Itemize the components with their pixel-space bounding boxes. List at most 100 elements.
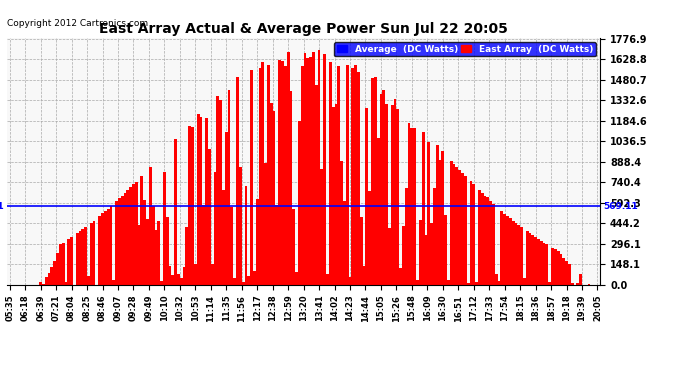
Bar — [309, 57, 312, 285]
Bar — [273, 111, 275, 285]
Bar — [233, 278, 236, 285]
Legend: Average  (DC Watts), East Array  (DC Watts): Average (DC Watts), East Array (DC Watts… — [334, 42, 595, 56]
Bar — [405, 188, 408, 285]
Bar — [141, 176, 144, 285]
Bar — [402, 226, 405, 285]
Bar — [497, 281, 500, 285]
Bar — [568, 264, 571, 285]
Bar — [214, 172, 217, 285]
Bar — [360, 217, 363, 285]
Bar — [419, 220, 422, 285]
Bar — [315, 85, 317, 285]
Bar — [436, 145, 439, 285]
Bar — [53, 261, 56, 285]
Bar — [199, 117, 202, 285]
Bar — [393, 99, 397, 285]
Bar — [329, 62, 332, 285]
Bar — [149, 166, 152, 285]
Bar — [312, 52, 315, 285]
Bar — [565, 261, 568, 285]
Bar — [458, 170, 461, 285]
Bar — [466, 284, 469, 285]
Bar — [202, 205, 205, 285]
Bar — [422, 132, 424, 285]
Bar — [253, 271, 256, 285]
Bar — [42, 284, 45, 285]
Bar — [135, 182, 138, 285]
Bar — [332, 107, 335, 285]
Bar — [48, 273, 50, 285]
Bar — [267, 64, 270, 285]
Bar — [171, 274, 175, 285]
Bar — [239, 167, 241, 285]
Bar — [388, 228, 391, 285]
Bar — [442, 151, 444, 285]
Bar — [225, 132, 228, 285]
Bar — [560, 254, 562, 285]
Bar — [298, 121, 301, 285]
Bar — [337, 66, 340, 285]
Bar — [382, 90, 385, 285]
Bar — [191, 127, 194, 285]
Bar — [348, 278, 351, 285]
Bar — [500, 211, 503, 285]
Bar — [81, 230, 84, 285]
Bar — [534, 237, 537, 285]
Bar — [264, 163, 267, 285]
Bar — [68, 239, 70, 285]
Bar — [526, 231, 529, 285]
Bar — [374, 77, 377, 285]
Bar — [346, 64, 348, 285]
Bar — [540, 241, 542, 285]
Bar — [124, 193, 126, 285]
Bar — [126, 190, 129, 285]
Bar — [197, 114, 199, 285]
Bar — [244, 186, 247, 285]
Bar — [208, 149, 210, 285]
Bar — [368, 191, 371, 285]
Bar — [275, 206, 278, 285]
Bar — [506, 216, 509, 285]
Bar — [194, 264, 197, 285]
Bar — [366, 108, 368, 285]
Bar — [363, 266, 366, 285]
Bar — [469, 181, 473, 285]
Bar — [306, 58, 309, 285]
Bar — [551, 248, 554, 285]
Bar — [357, 72, 360, 285]
Bar — [175, 139, 177, 285]
Bar — [287, 52, 290, 285]
Bar — [163, 172, 166, 285]
Bar — [343, 201, 346, 285]
Bar — [529, 233, 531, 285]
Bar — [155, 230, 157, 285]
Bar — [144, 200, 146, 285]
Bar — [455, 166, 458, 285]
Bar — [512, 221, 515, 285]
Bar — [433, 188, 436, 285]
Bar — [571, 283, 573, 285]
Bar — [188, 126, 191, 285]
Bar — [542, 243, 546, 285]
Bar — [236, 76, 239, 285]
Bar — [278, 60, 281, 285]
Bar — [56, 254, 59, 285]
Bar — [132, 184, 135, 285]
Bar — [520, 227, 523, 285]
Bar — [121, 196, 124, 285]
Bar — [101, 213, 104, 285]
Bar — [304, 53, 306, 285]
Bar — [295, 272, 298, 285]
Bar — [475, 282, 478, 285]
Bar — [284, 66, 287, 285]
Bar — [450, 160, 453, 285]
Bar — [76, 233, 79, 285]
Bar — [562, 258, 565, 285]
Bar — [503, 214, 506, 285]
Bar — [177, 274, 180, 285]
Bar — [340, 161, 343, 285]
Bar — [453, 164, 455, 285]
Bar — [168, 266, 171, 285]
Title: East Array Actual & Average Power Sun Jul 22 20:05: East Array Actual & Average Power Sun Ju… — [99, 22, 508, 36]
Bar — [87, 276, 90, 285]
